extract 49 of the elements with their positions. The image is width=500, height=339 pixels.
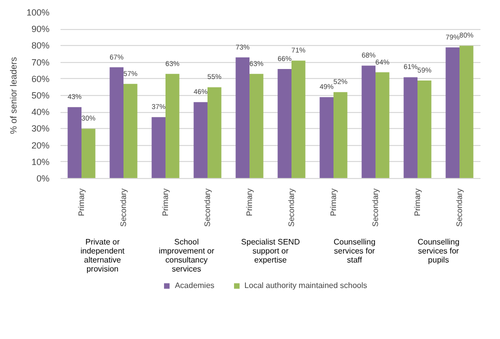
bar [208, 87, 222, 178]
y-tick-label: 20% [31, 140, 50, 150]
x-tick-label: Primary [77, 188, 86, 216]
bar [418, 80, 432, 178]
x-tick-label: Secondary [119, 188, 128, 227]
x-tick-label: Primary [413, 188, 422, 216]
y-tick-label: 70% [31, 57, 50, 68]
x-tick-label: Primary [329, 188, 338, 216]
bar [110, 67, 124, 178]
bar [152, 117, 166, 178]
bar [334, 92, 348, 178]
text: Counselling services for pupils [418, 238, 460, 264]
bar [236, 57, 250, 178]
bar [404, 77, 418, 178]
y-tick-label: 60% [31, 74, 50, 84]
legend-label: Local authority maintained schools [244, 280, 368, 290]
bar [250, 74, 264, 178]
bar [460, 46, 474, 178]
bar [194, 102, 208, 178]
text: Counselling services for staff [334, 238, 376, 264]
bar [124, 84, 138, 178]
bar [292, 60, 306, 178]
bar [82, 128, 96, 178]
bar [166, 74, 180, 178]
x-tick-label: Secondary [371, 188, 380, 227]
x-tick-label: Secondary [203, 188, 212, 227]
legend-label: Academies [174, 280, 214, 290]
text: Specialist SEND support or expertise [241, 238, 300, 264]
y-tick-label: 40% [31, 107, 50, 118]
y-tick-label: 0% [36, 174, 50, 184]
x-tick-label: Primary [161, 188, 170, 216]
x-tick-label: Primary [245, 188, 254, 216]
y-tick-label: 30% [31, 124, 50, 134]
bar [320, 97, 334, 178]
y-axis-title: % of senior leaders [8, 56, 18, 134]
bar [278, 68, 292, 178]
bar [376, 72, 390, 178]
y-tick-label: 100% [26, 8, 50, 18]
y-tick-label: 80% [31, 40, 50, 51]
y-tick-label: 10% [31, 156, 50, 167]
x-tick-label: Secondary [287, 188, 296, 227]
bar [446, 47, 460, 178]
text: Private or independent alternative provision [80, 238, 126, 274]
x-tick-label: Secondary [455, 188, 464, 227]
bar [362, 66, 376, 178]
text: School improvement or consultancy services [158, 238, 215, 274]
y-tick-label: 50% [31, 90, 50, 100]
bar [68, 107, 82, 178]
y-tick-label: 90% [31, 24, 50, 34]
